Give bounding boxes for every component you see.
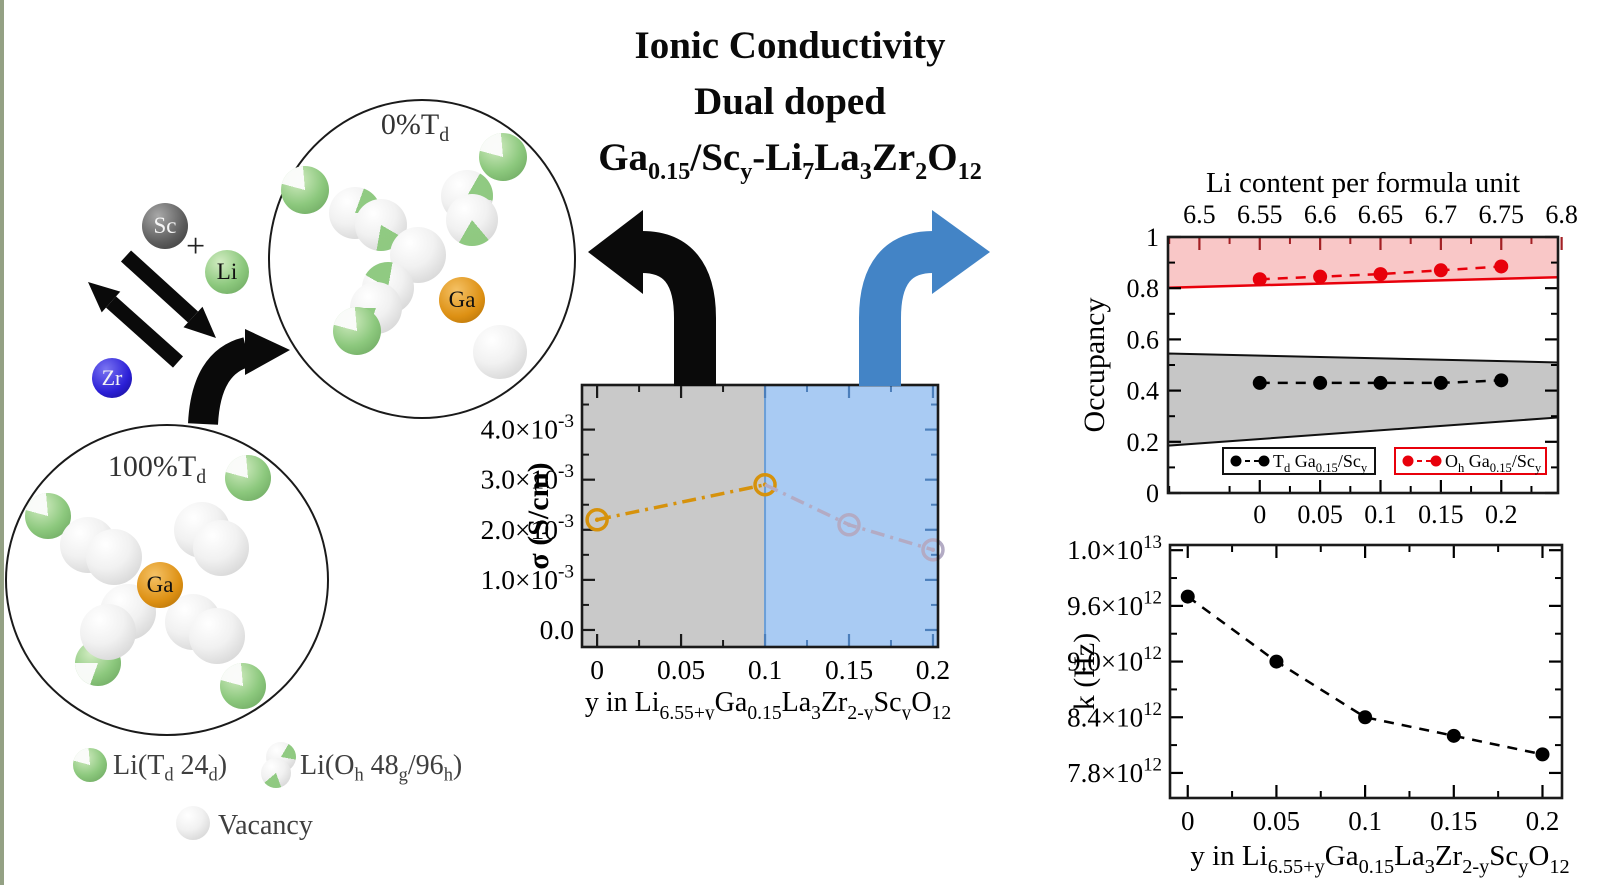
svg-text:8.4×1012: 8.4×1012 xyxy=(1067,699,1162,732)
substitution-arrow-forward xyxy=(120,250,216,338)
svg-text:6.7: 6.7 xyxy=(1425,200,1458,229)
ga-atom-label: Ga xyxy=(146,572,174,597)
li-td-wedge xyxy=(220,663,266,709)
ga-atom-label: Ga xyxy=(448,287,476,312)
li-atom: Li xyxy=(205,250,249,294)
svg-text:0.2: 0.2 xyxy=(1526,806,1560,836)
li-td-sphere xyxy=(333,307,381,355)
svg-text:Occupancy: Occupancy xyxy=(1078,298,1111,433)
circle-0td-label: 0%Td xyxy=(380,108,450,146)
svg-text:0.15: 0.15 xyxy=(825,654,873,685)
svg-text:y in Li6.55+yGa0.15La3Zr2-yScy: y in Li6.55+yGa0.15La3Zr2-yScyO12 xyxy=(1190,840,1569,878)
li-atom-label: Li xyxy=(216,259,238,284)
ga-atom: Ga xyxy=(439,277,485,323)
svg-text:6.65: 6.65 xyxy=(1358,200,1404,229)
occupancy-chart: 0 0.2 0.4 0.6 0.8 1 0 0.05 0.1 0.15 0.2 6.5 6.55 6.6 6… xyxy=(1078,167,1578,525)
svg-text:6.5: 6.5 xyxy=(1183,200,1216,229)
title-line-1: Ionic Conductivity xyxy=(634,24,946,67)
svg-text:Li content per formula unit: Li content per formula unit xyxy=(1206,167,1520,199)
sc-atom-label: Sc xyxy=(153,213,177,238)
svg-text:2.0×10-3: 2.0×10-3 xyxy=(481,511,574,545)
figure-title: Ionic Conductivity Dual doped Ga0.15/Scy… xyxy=(490,18,1090,200)
svg-text:9.0×1012: 9.0×1012 xyxy=(1067,643,1162,676)
li-oh-sphere xyxy=(446,194,498,246)
sc-atom: Sc xyxy=(142,203,188,249)
svg-text:0.2: 0.2 xyxy=(1127,428,1160,457)
title-formula: Ga0.15/Scy-Li7La3Zr2O12 xyxy=(598,136,982,185)
svg-text:0.05: 0.05 xyxy=(1297,500,1343,525)
svg-text:y in Li6.55+yGa0.15La3Zr2-yScy: y in Li6.55+yGa0.15La3Zr2-yScyO12 xyxy=(585,687,951,720)
legend-li-td-label: Li(Td 24d) xyxy=(113,750,228,785)
svg-text:6.55: 6.55 xyxy=(1237,200,1283,229)
legend-vacancy-label: Vacancy xyxy=(218,810,313,841)
li-td-wedge xyxy=(225,455,271,501)
svg-text:0.6: 0.6 xyxy=(1127,325,1160,354)
legend-vacancy-icon xyxy=(176,806,210,840)
svg-text:σ (S/cm): σ (S/cm) xyxy=(522,462,555,569)
svg-text:0: 0 xyxy=(1181,806,1195,836)
svg-text:0: 0 xyxy=(590,654,604,685)
svg-text:3.0×10-3: 3.0×10-3 xyxy=(481,461,574,495)
svg-text:0.05: 0.05 xyxy=(657,654,705,685)
svg-text:0.1: 0.1 xyxy=(748,654,782,685)
svg-text:0.2: 0.2 xyxy=(1485,500,1518,525)
li-td-sphere xyxy=(220,663,266,709)
li-oh-wedge-2 xyxy=(261,758,291,788)
svg-text:0.0: 0.0 xyxy=(540,614,574,645)
vacancy-sphere xyxy=(86,529,142,585)
vacancy-sphere xyxy=(193,520,249,576)
sigma-chart: 0.0 1.0×10-3 2.0×10-3 3.0×10-3 4.0×10-3 0 0.05… xyxy=(481,383,951,720)
svg-text:1.0×1013: 1.0×1013 xyxy=(1067,532,1162,565)
li-td-wedge xyxy=(333,307,381,355)
ga-atom: Ga xyxy=(137,562,183,608)
li-td-wedge xyxy=(73,748,107,782)
substitution-arrow-back xyxy=(88,282,184,368)
svg-text:1: 1 xyxy=(1146,223,1159,252)
li-td-sphere xyxy=(479,133,527,181)
vacancy-sphere xyxy=(80,604,136,660)
zr-atom: Zr xyxy=(92,358,132,398)
li-oh-wedge xyxy=(446,194,498,246)
svg-text:Td Ga0.15/Scy: Td Ga0.15/Scy xyxy=(1273,451,1368,475)
legend-li-oh-label: Li(Oh 48g/96h) xyxy=(300,750,463,785)
svg-text:0.15: 0.15 xyxy=(1430,806,1477,836)
vacancy-sphere xyxy=(189,608,245,664)
li-td-wedge xyxy=(479,133,527,181)
vacancy-sphere xyxy=(473,325,527,379)
svg-text:0.4: 0.4 xyxy=(1127,377,1160,406)
svg-text:0.8: 0.8 xyxy=(1127,274,1160,303)
transform-arrow xyxy=(188,329,290,426)
svg-text:7.8×1012: 7.8×1012 xyxy=(1067,755,1162,788)
plus-sign: + xyxy=(186,228,206,265)
li-td-wedge xyxy=(281,166,329,214)
svg-text:6.75: 6.75 xyxy=(1479,200,1525,229)
legend-li-td-icon xyxy=(73,748,107,782)
svg-text:4.0×10-3: 4.0×10-3 xyxy=(481,411,574,445)
structure-circle-0td xyxy=(268,99,576,419)
legend-li-oh-icon-2 xyxy=(261,758,291,788)
svg-text:0.05: 0.05 xyxy=(1253,806,1300,836)
svg-text:Oh Ga0.15/Scy: Oh Ga0.15/Scy xyxy=(1445,451,1542,475)
svg-text:0.2: 0.2 xyxy=(916,654,950,685)
svg-text:k (Hz): k (Hz) xyxy=(1068,633,1101,710)
li-td-sphere xyxy=(281,166,329,214)
zr-atom-label: Zr xyxy=(101,365,123,390)
left-edge-strip xyxy=(0,0,4,885)
svg-text:0.1: 0.1 xyxy=(1364,500,1397,525)
svg-text:6.8: 6.8 xyxy=(1545,200,1578,229)
li-td-sphere xyxy=(225,455,271,501)
circle-100td-label: 100%Td xyxy=(107,450,207,488)
k-chart: 7.8×1012 8.4×1012 9.0×1012 9.6×1012 1.0×1013… xyxy=(1067,532,1570,878)
svg-text:0: 0 xyxy=(1146,479,1159,508)
svg-text:0.15: 0.15 xyxy=(1418,500,1464,525)
structure-circle-100td xyxy=(5,424,329,736)
svg-text:1.0×10-3: 1.0×10-3 xyxy=(481,561,574,595)
svg-text:6.6: 6.6 xyxy=(1304,200,1337,229)
svg-text:0.1: 0.1 xyxy=(1348,806,1382,836)
svg-text:9.6×1012: 9.6×1012 xyxy=(1067,588,1162,621)
title-line-2: Dual doped xyxy=(694,80,886,123)
svg-text:0: 0 xyxy=(1253,500,1266,525)
